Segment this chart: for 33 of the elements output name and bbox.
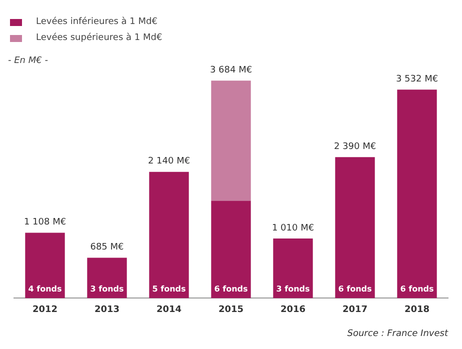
x-tick-label: 2014 <box>156 304 182 315</box>
data-label: 3 532 M€ <box>396 74 438 84</box>
legend-label: Levées inférieures à 1 Md€ <box>36 17 158 27</box>
x-tick-label: 2016 <box>280 304 306 315</box>
annotation: 3 fonds <box>276 284 310 294</box>
data-label: 2 390 M€ <box>334 142 376 152</box>
bar <box>211 200 251 298</box>
bar <box>87 258 127 298</box>
x-tick-label: 2013 <box>94 304 120 315</box>
annotation: 6 fonds <box>338 284 372 294</box>
chart-subtitle: - En M€ - <box>8 56 48 66</box>
data-label: 1 010 M€ <box>272 223 314 234</box>
x-tick-label: 2018 <box>404 304 430 315</box>
annotation: 4 fonds <box>28 284 62 294</box>
x-tick-label: 2012 <box>32 304 58 315</box>
annotation: 6 fonds <box>400 284 434 294</box>
annotation: 6 fonds <box>214 284 248 294</box>
annotation: 5 fonds <box>152 284 186 294</box>
data-label: 2 140 M€ <box>148 156 190 167</box>
data-label: 1 108 M€ <box>24 218 66 228</box>
source-note: Source : France Invest <box>347 329 448 339</box>
data-label: 685 M€ <box>90 242 124 253</box>
bar <box>397 90 437 298</box>
total-label: 3 684 M€ <box>210 66 252 76</box>
bar <box>25 232 65 298</box>
x-tick-label: 2017 <box>342 304 368 315</box>
bar <box>273 238 313 298</box>
bar <box>335 157 375 298</box>
x-tick-label: 2015 <box>218 304 244 315</box>
bar <box>211 80 251 201</box>
bar <box>149 172 189 298</box>
legend-label: Levées supérieures à 1 Md€ <box>36 33 162 43</box>
annotation: 3 fonds <box>90 284 124 294</box>
